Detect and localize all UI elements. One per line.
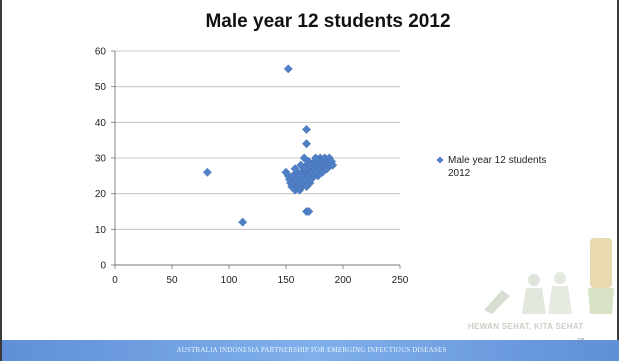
data-point bbox=[290, 164, 300, 174]
data-point bbox=[283, 64, 293, 74]
legend-label: Male year 12 students 2012 bbox=[448, 155, 546, 179]
data-point bbox=[202, 167, 212, 177]
y-tick-label: 40 bbox=[95, 118, 107, 129]
data-point bbox=[311, 153, 321, 163]
x-tick-label: 100 bbox=[221, 275, 238, 286]
y-tick-label: 50 bbox=[95, 82, 107, 93]
tick-labels: 0 10 20 30 40 50 60 0 50 100 150 200 250 bbox=[95, 47, 409, 287]
legend-marker bbox=[436, 156, 444, 164]
data-point bbox=[302, 124, 312, 134]
axes bbox=[111, 50, 401, 269]
data-point bbox=[238, 217, 248, 227]
x-tick-label: 250 bbox=[392, 275, 409, 286]
data-point bbox=[305, 160, 315, 170]
x-tick-label: 200 bbox=[335, 275, 352, 286]
grid-lines bbox=[115, 50, 400, 230]
logo: HEWAN SEHAT, KITA SEHAT bbox=[462, 232, 617, 338]
data-point bbox=[302, 139, 312, 149]
data-point bbox=[304, 207, 314, 216]
page-number: 15 bbox=[577, 338, 585, 345]
logo-text: HEWAN SEHAT, KITA SEHAT bbox=[468, 322, 584, 331]
y-tick-label: 30 bbox=[95, 154, 107, 165]
data-point bbox=[299, 153, 309, 163]
data-point bbox=[328, 160, 338, 170]
logo-figures-icon bbox=[484, 238, 614, 314]
y-tick-label: 60 bbox=[95, 47, 107, 58]
y-tick-label: 20 bbox=[95, 189, 107, 200]
footer-bar: AUSTRALIA INDONESIA PARTNERSHIP FOR EMER… bbox=[2, 340, 619, 361]
data-points bbox=[202, 64, 338, 227]
chart-title: Male year 12 students 2012 bbox=[205, 11, 450, 32]
x-tick-label: 0 bbox=[112, 275, 118, 286]
y-tick-label: 10 bbox=[95, 225, 107, 236]
x-tick-label: 150 bbox=[278, 275, 295, 286]
x-tick-label: 50 bbox=[166, 275, 178, 286]
footer-text: AUSTRALIA INDONESIA PARTNERSHIP FOR EMER… bbox=[176, 346, 447, 354]
y-tick-label: 0 bbox=[100, 261, 106, 272]
legend: Male year 12 students 2012 bbox=[436, 155, 546, 179]
